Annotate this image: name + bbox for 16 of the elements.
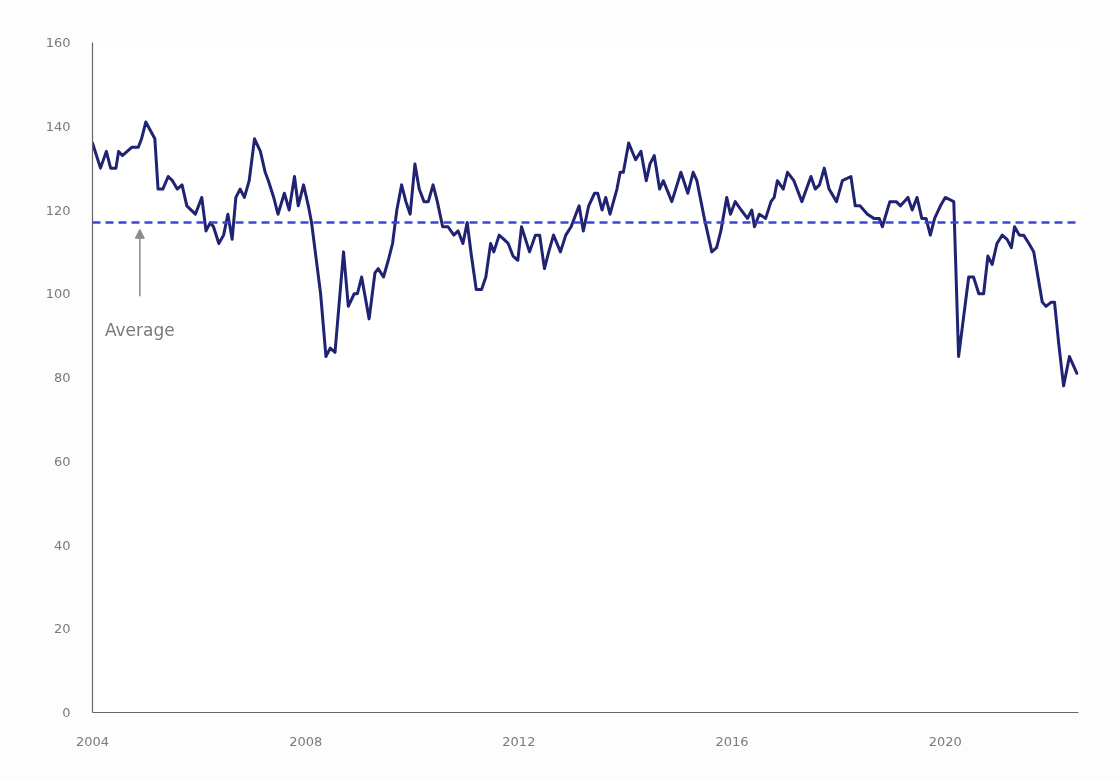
y-tick-label: 20 (53, 621, 71, 637)
annotation: Average (104, 319, 175, 340)
y-tick-label: 0 (62, 705, 71, 720)
y-tick-label: 80 (53, 370, 71, 385)
x-tick-label: 2016 (715, 733, 749, 749)
y-tick-label: 100 (45, 286, 71, 302)
y-tick-label: 140 (45, 118, 71, 134)
x-tick-label: 2012 (502, 733, 536, 749)
x-tick-label: 2008 (289, 733, 323, 749)
y-tick-label: 60 (53, 453, 71, 469)
y-tick-label: 40 (53, 537, 71, 553)
y-tick-label: 120 (45, 202, 71, 218)
x-tick-label: 2004 (75, 733, 110, 749)
y-tick-label: 160 (45, 35, 71, 50)
line-series (92, 120, 1079, 388)
x-tick-label: 2020 (928, 733, 962, 749)
